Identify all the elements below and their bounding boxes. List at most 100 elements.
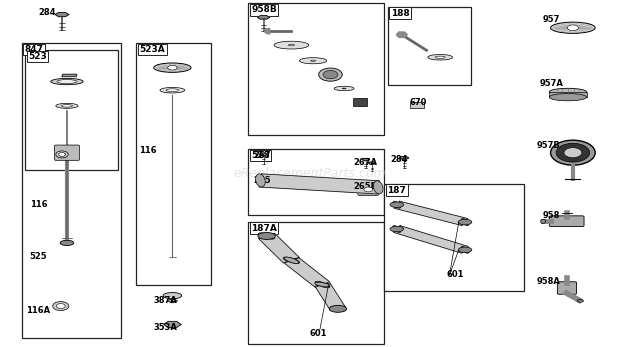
Polygon shape xyxy=(62,74,77,77)
Polygon shape xyxy=(396,32,407,37)
Ellipse shape xyxy=(284,257,299,263)
Bar xyxy=(384,184,524,291)
Text: 525: 525 xyxy=(30,252,47,261)
Text: 523: 523 xyxy=(28,52,46,61)
Polygon shape xyxy=(257,16,270,19)
Bar xyxy=(353,98,367,106)
Ellipse shape xyxy=(577,299,583,302)
Text: 267: 267 xyxy=(253,151,270,160)
Ellipse shape xyxy=(283,257,299,263)
Ellipse shape xyxy=(167,65,177,70)
Bar xyxy=(410,102,424,108)
Text: 265: 265 xyxy=(253,176,270,185)
Ellipse shape xyxy=(435,56,445,58)
Ellipse shape xyxy=(549,93,587,101)
Ellipse shape xyxy=(57,79,77,84)
Polygon shape xyxy=(55,12,69,17)
Ellipse shape xyxy=(288,44,294,46)
Polygon shape xyxy=(265,28,270,34)
FancyBboxPatch shape xyxy=(55,145,79,160)
Circle shape xyxy=(56,304,65,308)
Ellipse shape xyxy=(329,305,347,312)
Ellipse shape xyxy=(315,282,330,287)
Polygon shape xyxy=(164,322,181,327)
Ellipse shape xyxy=(428,54,453,60)
Polygon shape xyxy=(362,159,370,161)
Ellipse shape xyxy=(166,89,179,92)
FancyBboxPatch shape xyxy=(358,184,379,195)
Ellipse shape xyxy=(373,181,383,194)
Circle shape xyxy=(58,153,66,156)
Text: 284: 284 xyxy=(391,155,408,164)
Text: 284: 284 xyxy=(38,8,56,17)
Bar xyxy=(248,222,384,344)
Text: 267A: 267A xyxy=(353,158,378,167)
FancyBboxPatch shape xyxy=(557,282,577,294)
Bar xyxy=(25,50,118,170)
Ellipse shape xyxy=(567,25,578,31)
Ellipse shape xyxy=(549,88,587,96)
Bar xyxy=(248,3,384,135)
Text: eReplacementParts.com: eReplacementParts.com xyxy=(234,167,386,180)
Ellipse shape xyxy=(342,88,346,89)
Ellipse shape xyxy=(330,306,345,311)
Text: 187: 187 xyxy=(388,186,406,195)
Ellipse shape xyxy=(541,219,546,223)
Ellipse shape xyxy=(163,293,182,299)
Ellipse shape xyxy=(458,247,472,253)
Polygon shape xyxy=(315,283,345,310)
Text: 601: 601 xyxy=(310,329,327,338)
Ellipse shape xyxy=(551,140,595,165)
Polygon shape xyxy=(400,156,409,159)
Ellipse shape xyxy=(564,148,582,158)
Ellipse shape xyxy=(255,174,265,187)
Ellipse shape xyxy=(556,143,590,162)
Ellipse shape xyxy=(167,299,177,302)
Ellipse shape xyxy=(319,68,342,81)
Text: 265B: 265B xyxy=(353,182,378,191)
Text: 957A: 957A xyxy=(539,79,564,88)
Polygon shape xyxy=(368,162,376,164)
Text: 528: 528 xyxy=(251,151,270,160)
Text: 523A: 523A xyxy=(140,45,166,54)
Ellipse shape xyxy=(390,202,404,208)
Bar xyxy=(388,7,471,85)
Text: 353A: 353A xyxy=(154,323,178,332)
Ellipse shape xyxy=(154,63,191,73)
Text: 670: 670 xyxy=(409,98,427,107)
Ellipse shape xyxy=(551,22,595,33)
Circle shape xyxy=(364,187,373,192)
Text: 957: 957 xyxy=(542,15,560,24)
Ellipse shape xyxy=(259,233,275,239)
Bar xyxy=(22,43,121,338)
Text: 116A: 116A xyxy=(26,306,50,315)
Ellipse shape xyxy=(160,87,185,93)
Ellipse shape xyxy=(56,103,78,108)
Ellipse shape xyxy=(461,246,469,253)
Circle shape xyxy=(53,302,69,311)
Ellipse shape xyxy=(334,86,354,91)
Text: 116: 116 xyxy=(140,146,157,155)
Text: 187A: 187A xyxy=(251,224,277,233)
Ellipse shape xyxy=(392,226,401,232)
Bar xyxy=(136,43,211,285)
Polygon shape xyxy=(259,153,267,155)
Ellipse shape xyxy=(458,219,472,225)
Ellipse shape xyxy=(274,41,309,49)
Polygon shape xyxy=(394,226,468,253)
Ellipse shape xyxy=(323,70,338,79)
Ellipse shape xyxy=(299,58,327,64)
Text: 958B: 958B xyxy=(251,5,277,14)
Ellipse shape xyxy=(61,104,73,107)
Text: 958: 958 xyxy=(542,211,560,220)
Text: 188: 188 xyxy=(391,9,409,18)
Ellipse shape xyxy=(315,281,330,288)
Text: 958A: 958A xyxy=(536,277,560,286)
Polygon shape xyxy=(394,201,468,226)
Text: 116: 116 xyxy=(30,200,47,209)
Text: 387A: 387A xyxy=(154,296,177,305)
Ellipse shape xyxy=(51,78,83,85)
Polygon shape xyxy=(259,234,299,263)
FancyBboxPatch shape xyxy=(549,216,584,227)
Ellipse shape xyxy=(393,201,401,208)
